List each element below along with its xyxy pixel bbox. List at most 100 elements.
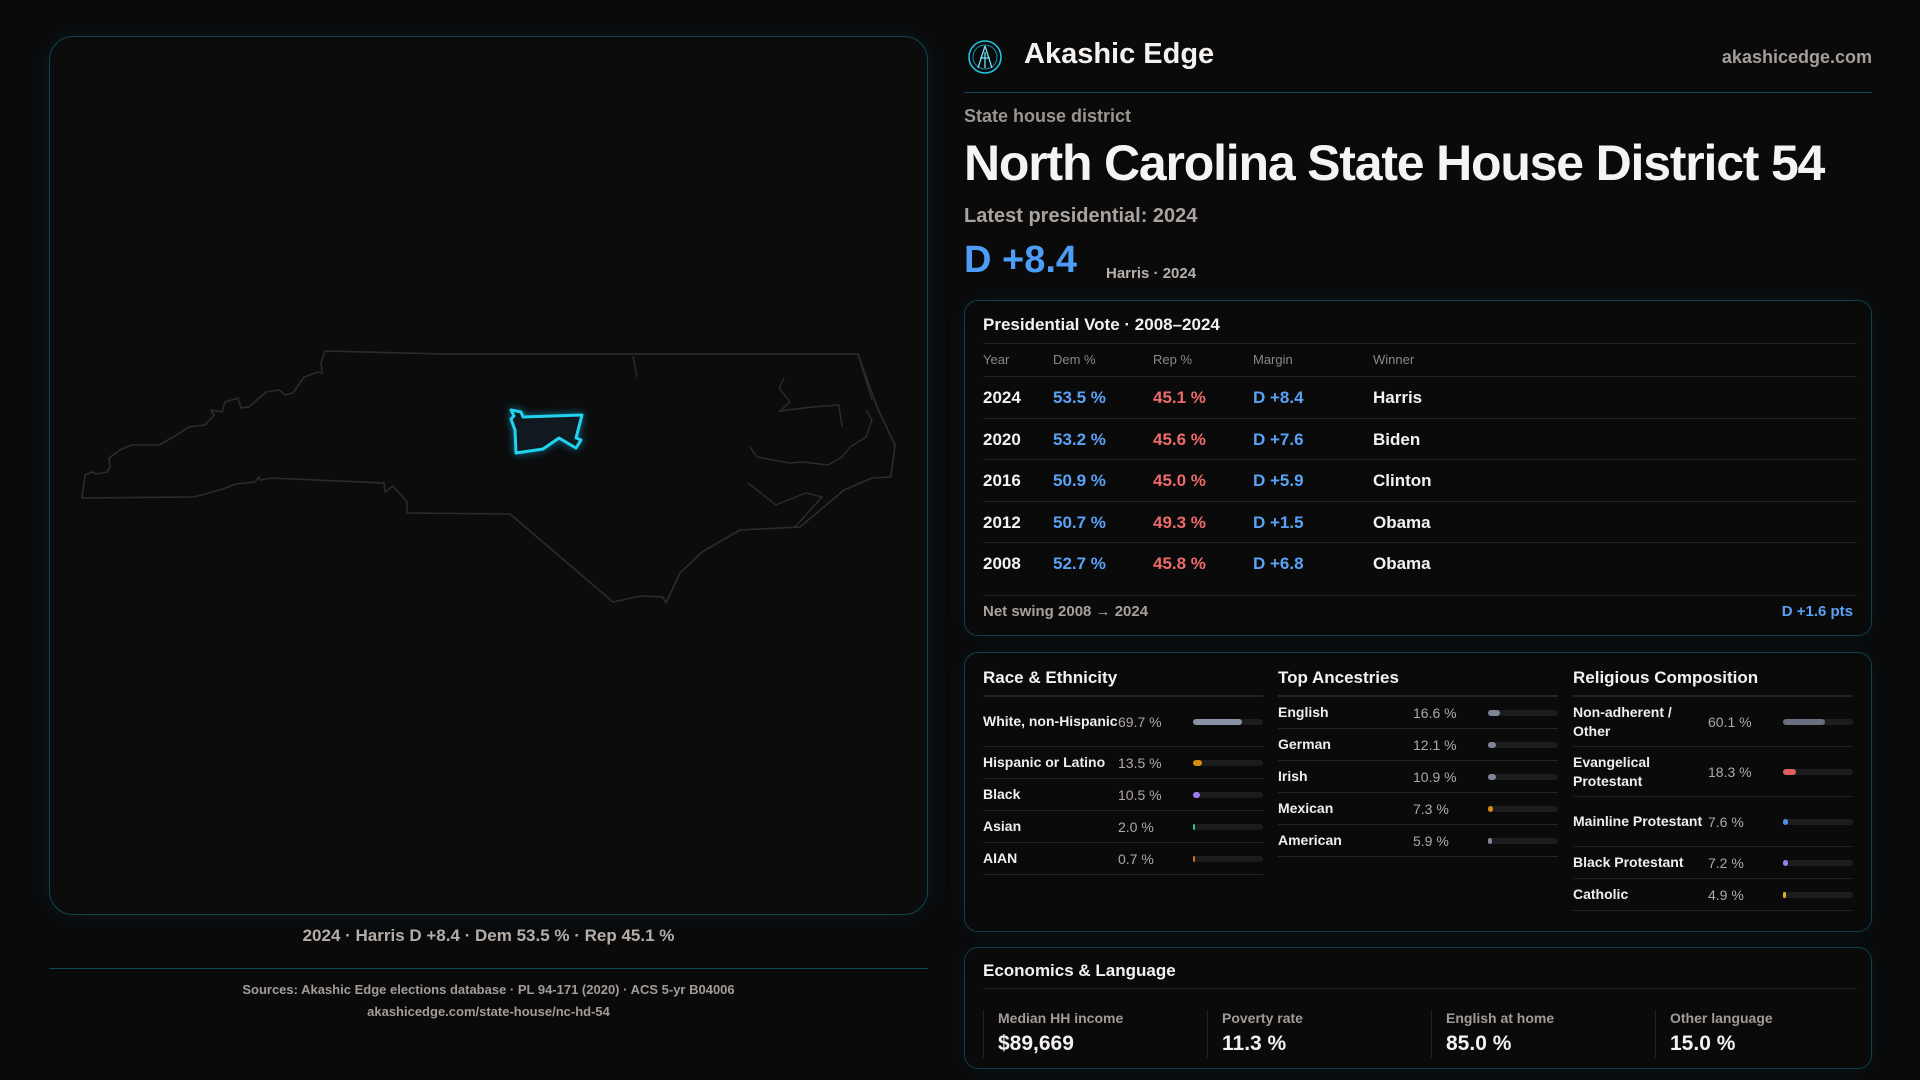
bar-track	[1783, 768, 1853, 775]
table-cell: 45.6 %	[1153, 429, 1206, 449]
brand-name: Akashic Edge	[1024, 38, 1215, 70]
bar-fill	[1488, 773, 1496, 780]
site-link[interactable]: akashicedge.com	[1721, 47, 1872, 67]
stat-block: English at home 85.0 %	[1431, 1010, 1655, 1058]
column-header: Margin	[1253, 352, 1293, 367]
bar-track	[1193, 855, 1263, 862]
bar-track	[1488, 709, 1558, 716]
bar-track	[1193, 791, 1263, 798]
bar-track	[1783, 718, 1853, 725]
list-item: Black Protestant 7.2 %	[1573, 846, 1853, 878]
table-cell: Clinton	[1373, 471, 1432, 491]
item-label: Non-adherent / Other	[1573, 703, 1672, 739]
economics-card: Economics & Language Median HH income $89…	[964, 947, 1872, 1069]
list-item: White, non-Hispanic 69.7 %	[983, 696, 1263, 746]
list-item: Mexican 7.3 %	[1278, 792, 1558, 824]
table-cell: Obama	[1373, 512, 1431, 532]
district-54-outline[interactable]	[509, 408, 584, 455]
divider	[983, 343, 1857, 344]
item-value: 0.7 %	[1118, 850, 1154, 867]
stat-value: 11.3 %	[1222, 1032, 1287, 1055]
demographic-column: Top Ancestries English 16.6 % German 12.1 % I…	[1278, 653, 1558, 931]
stat-block: Median HH income $89,669	[983, 1010, 1207, 1058]
item-value: 12.1 %	[1413, 736, 1457, 753]
item-value: 7.3 %	[1413, 800, 1449, 817]
item-label: Asian	[983, 818, 1022, 834]
list-item: Hispanic or Latino 13.5 %	[983, 746, 1263, 778]
item-value: 7.6 %	[1708, 813, 1744, 830]
stat-block: Other language 15.0 %	[1655, 1010, 1879, 1058]
map-caption: 2024 · Harris D +8.4 · Dem 53.5 % · Rep …	[302, 926, 675, 945]
table-cell: 45.1 %	[1153, 388, 1206, 407]
bar-fill	[1783, 891, 1787, 898]
table-cell: 2008	[983, 554, 1021, 574]
divider	[983, 874, 1263, 875]
bar-track	[1783, 891, 1853, 898]
table-cell: D +8.4	[1253, 388, 1304, 407]
table-cell: D +5.9	[1253, 471, 1304, 491]
item-label: English	[1278, 704, 1329, 720]
page-url[interactable]: akashicedge.com/state-house/nc-hd-54	[367, 1004, 610, 1019]
table-cell: D +7.6	[1253, 429, 1304, 449]
demographics-card: Race & Ethnicity White, non-Hispanic 69.7 …	[964, 652, 1872, 932]
item-value: 13.5 %	[1118, 754, 1162, 771]
item-label: Mainline Protestant	[1573, 813, 1703, 829]
list-item: Black 10.5 %	[983, 778, 1263, 810]
item-label: Evangelical Protestant	[1573, 753, 1651, 789]
sources-text: Sources: Akashic Edge elections database…	[242, 982, 735, 997]
stat-value: 85.0 %	[1446, 1032, 1512, 1055]
demographic-column: Religious Composition Non-adherent / Othe…	[1573, 653, 1853, 931]
bar-track	[1488, 805, 1558, 812]
item-label: American	[1278, 832, 1342, 848]
list-item: Non-adherent / Other 60.1 %	[1573, 696, 1853, 746]
bar-track	[1488, 773, 1558, 780]
bar-track	[1783, 818, 1853, 825]
table-cell: 50.9 %	[1053, 471, 1106, 491]
bar-fill	[1783, 718, 1826, 725]
stat-label: Poverty rate	[1222, 1010, 1303, 1026]
map-panel[interactable]	[49, 36, 928, 915]
bar-track	[1783, 859, 1853, 866]
item-value: 5.9 %	[1413, 832, 1449, 849]
footer-divider	[49, 968, 928, 969]
demographic-column: Race & Ethnicity White, non-Hispanic 69.7 …	[983, 653, 1263, 931]
item-label: Irish	[1278, 768, 1308, 784]
table-cell: 50.7 %	[1053, 512, 1106, 532]
headline-margin: D +8.4	[964, 239, 1078, 281]
column-title: Race & Ethnicity	[983, 668, 1118, 687]
state-outline	[81, 350, 896, 604]
bar-fill	[1783, 768, 1796, 775]
list-item: Evangelical Protestant 18.3 %	[1573, 746, 1853, 796]
bar-track	[1488, 837, 1558, 844]
table-cell: 45.8 %	[1153, 554, 1206, 574]
stat-value: 15.0 %	[1670, 1032, 1736, 1055]
table-cell: D +6.8	[1253, 554, 1304, 574]
table-cell: D +1.5	[1253, 512, 1304, 532]
column-header: Rep %	[1153, 352, 1193, 367]
table-cell: 2012	[983, 512, 1021, 532]
list-item: German 12.1 %	[1278, 728, 1558, 760]
item-value: 16.6 %	[1413, 704, 1457, 721]
table-cell: Obama	[1373, 554, 1431, 574]
list-item: Irish 10.9 %	[1278, 760, 1558, 792]
column-header: Year	[983, 352, 1010, 367]
table-cell: 53.2 %	[1053, 429, 1106, 449]
item-value: 60.1 %	[1708, 713, 1752, 730]
bar-fill	[1488, 805, 1494, 812]
divider	[1278, 695, 1558, 696]
list-item: Catholic 4.9 %	[1573, 878, 1853, 910]
district-kind: State house district	[964, 106, 1132, 126]
bar-fill	[1193, 823, 1195, 830]
item-label: Catholic	[1573, 886, 1629, 902]
item-label: AIAN	[983, 850, 1018, 866]
item-value: 10.5 %	[1118, 786, 1162, 803]
item-label: White, non-Hispanic	[983, 713, 1118, 729]
sound-shoreline	[632, 353, 873, 528]
list-item: American 5.9 %	[1278, 824, 1558, 856]
column-title: Religious Composition	[1573, 668, 1759, 687]
list-item: Mainline Protestant 7.6 %	[1573, 796, 1853, 846]
row-divider	[983, 376, 1857, 377]
stat-label: Median HH income	[998, 1010, 1124, 1026]
table-cell: 53.5 %	[1053, 388, 1106, 407]
bar-fill	[1193, 791, 1201, 798]
